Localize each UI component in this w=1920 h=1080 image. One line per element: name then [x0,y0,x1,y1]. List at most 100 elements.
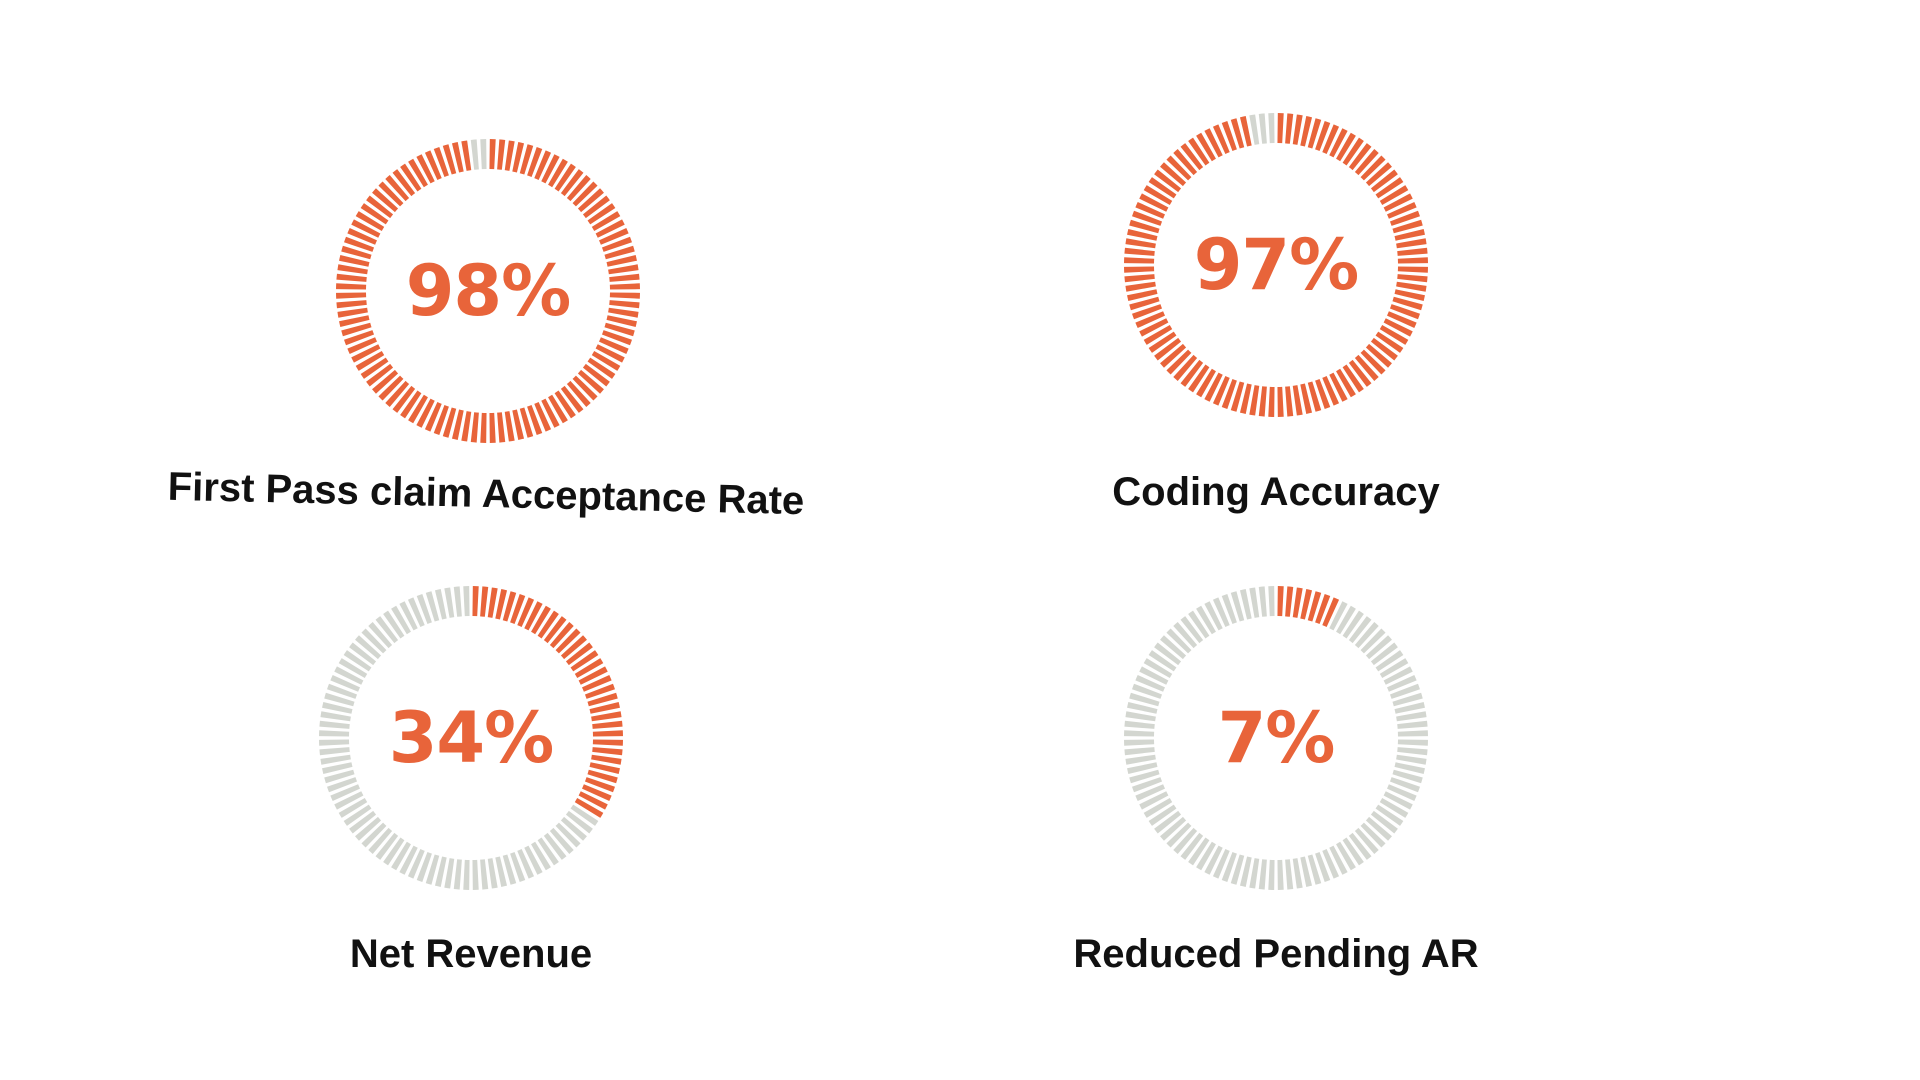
gauge-segment-empty [1394,701,1425,714]
gauge-segment-filled [337,307,368,318]
gauge-segment-filled [1129,296,1160,311]
gauge-segment-filled [572,181,598,207]
gauge-segment-filled [519,407,534,438]
gauge-segment-filled [1173,354,1198,381]
gauge-segment-empty [1143,658,1173,678]
gauge-segment-filled [1383,318,1413,337]
gauge-segment-filled [337,264,368,275]
gauge-segment-filled [1132,304,1163,320]
gauge-segment-empty [1221,594,1237,625]
gauge-segment-filled [1125,281,1156,292]
gauge-segment-empty [1292,858,1303,889]
gauge-segment-filled [1379,325,1409,345]
gauge-segment-empty [1315,851,1331,882]
gauge-segment-filled [336,283,367,290]
gauge-segment-empty [1392,692,1423,707]
gauge-segment-filled [601,330,632,346]
gauge-segment-empty [343,804,372,826]
gauge-segment-empty [1124,730,1155,737]
gauge-segment-filled [1389,210,1420,226]
gauge-segment-filled [592,720,623,729]
gauge-segment-filled [577,188,604,213]
gauge-segment-filled [1370,337,1398,361]
gauge-segment-filled [572,375,598,401]
gauge-segment-empty [1268,586,1275,617]
gauge-segment-filled [1285,113,1294,144]
gauge-segment-filled [512,142,525,173]
gauge-segment-empty [1166,822,1192,848]
gauge-segment-empty [1397,730,1428,737]
gauge-segment-empty [1348,832,1372,860]
gauge-segment-empty [1180,832,1204,860]
gauge-segment-filled [1365,343,1392,368]
gauge-segment-empty [1204,601,1223,631]
gauge-segment-filled [1125,238,1156,249]
gauge-segment-empty [1375,804,1404,826]
gauge-segment-filled [502,591,517,622]
gauge-segment-empty [453,586,462,617]
gauge-segment-filled [451,409,464,440]
gauge-segment-filled [1196,368,1216,398]
gauge-segment-empty [1383,666,1413,685]
gauge-segment-empty [368,827,393,854]
gauge-segment-filled [609,273,640,282]
gauge-segment-empty [1397,720,1428,729]
gauge-segment-filled [604,245,635,260]
gauge-segment-filled [1292,114,1303,145]
gauge-segment-filled [591,711,622,722]
gauge-segment-filled [609,292,640,299]
gauge-segment-filled [1375,331,1404,353]
gauge-segment-filled [355,211,385,231]
gauge-segment-empty [1221,851,1237,882]
gauge-segment-filled [1124,266,1155,273]
gauge-segment-filled [592,730,623,737]
gauge-segment-filled [534,150,552,180]
gauge-segment-filled [1124,257,1155,264]
gauge-segment-empty [463,859,470,890]
gauge-segment-filled [1315,594,1331,625]
gauge-segment-empty [1166,628,1192,654]
gauge-segment-filled [1292,587,1303,618]
gauge-segment-empty [1196,841,1216,871]
gauge-segment-filled [582,363,610,387]
gauge-segment-filled [344,330,375,346]
gauge-segment-filled [378,181,404,207]
gauge-segment-empty [1188,837,1210,866]
gauge-segment-filled [344,236,375,252]
gauge-segment-filled [424,150,442,180]
gauge-percent-value: 34% [388,697,555,779]
gauge-segment-filled [1139,193,1169,212]
gauge-segment-filled [1360,155,1386,181]
gauge-segment-empty [1370,642,1398,666]
gauge-segment-filled [504,411,515,442]
gauge-segment-filled [599,227,629,245]
gauge-segment-filled [1387,201,1417,219]
gauge-segment-empty [560,816,587,841]
gauge-segment-filled [519,144,534,175]
gauge-segment-filled [592,747,623,756]
gauge-segment-empty [1360,628,1386,654]
gauge-segment-filled [606,315,637,328]
gauge-segment-filled [1375,177,1404,199]
gauge-segment-filled [497,139,506,170]
gauge-segment-filled [599,337,629,355]
gauge-percent-value: 7% [1217,697,1336,779]
gauge-segment-empty [407,849,425,879]
gauge-segment-filled [1124,247,1155,256]
gauge-segment-empty [495,856,508,887]
gauge-segment-empty [1124,747,1155,756]
gauge-segment-filled [1154,337,1182,361]
gauge-segment-filled [336,300,367,309]
gauge-segment-empty [434,589,447,620]
gauge-ring [1124,113,1428,417]
gauge-segment-filled [416,398,435,428]
gauge-segment-filled [1180,143,1204,171]
gauge-segment-filled [560,385,584,413]
gauge-segment-filled [1307,118,1322,149]
gauge-segment-empty [555,822,581,848]
gauge-segment-filled [461,140,472,171]
gauge-segment-filled [608,264,639,275]
gauge-segment-filled [589,762,620,775]
gauge-segment-filled [497,412,506,443]
gauge-segment-empty [1212,597,1230,627]
